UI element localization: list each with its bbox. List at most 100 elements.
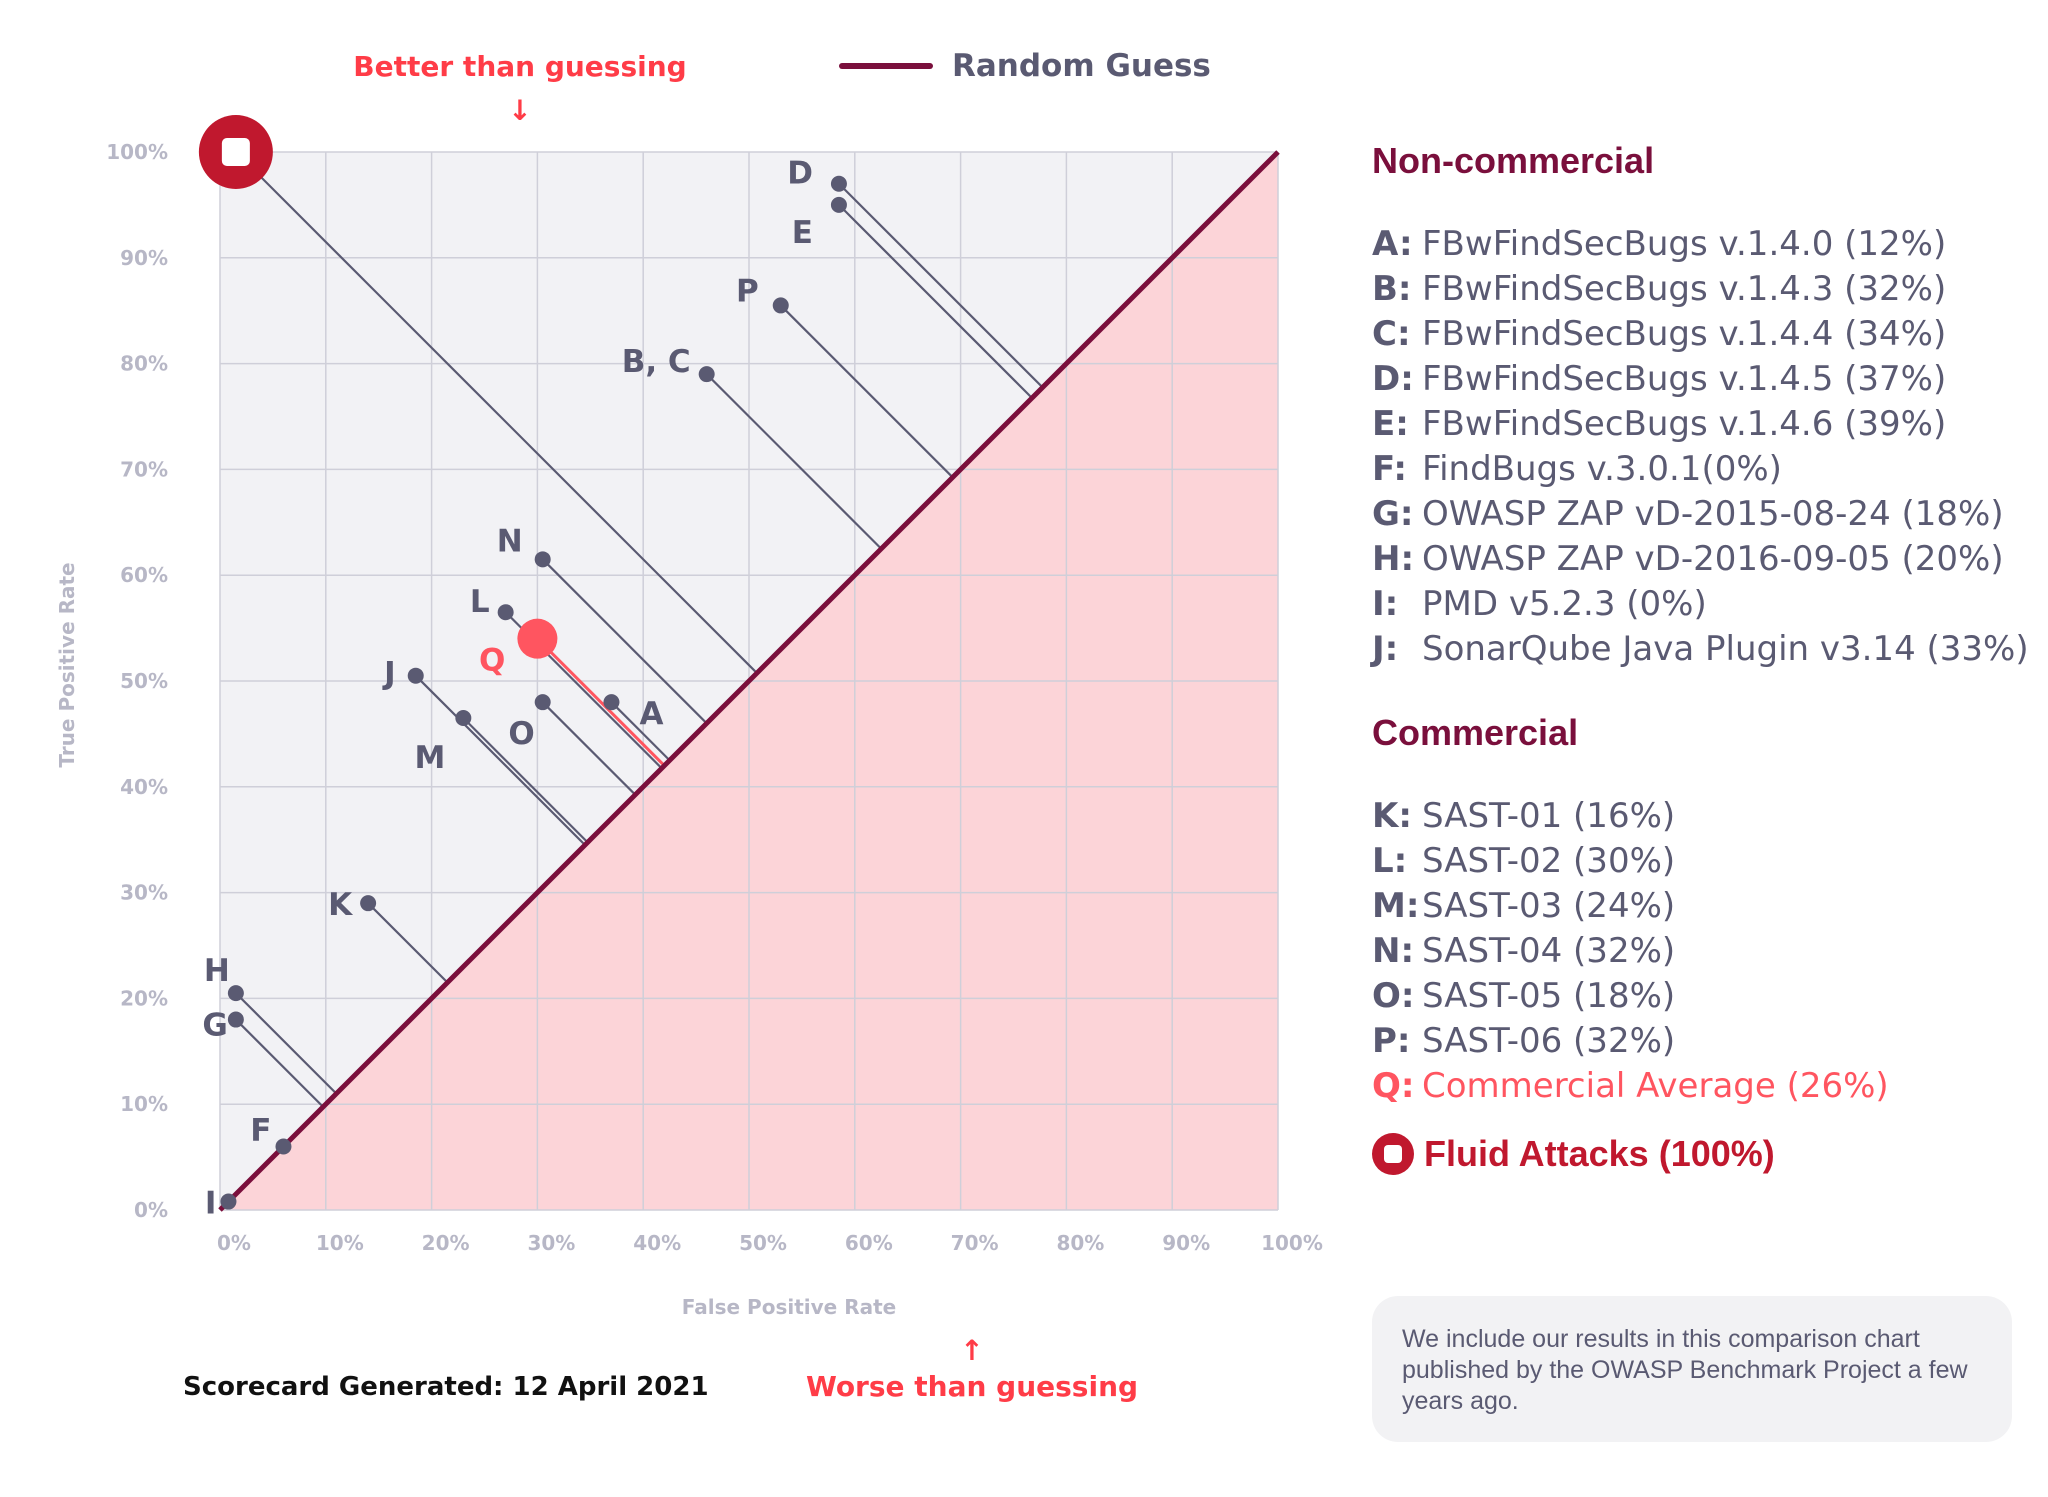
point-label-l: L	[470, 584, 490, 620]
legend-item-text: FBwFindSecBugs v.1.4.3 (32%)	[1422, 269, 1947, 309]
y-tick-label: 40%	[120, 775, 168, 799]
note-box: We include our results in this compariso…	[1372, 1296, 2012, 1442]
point-e	[830, 196, 847, 213]
point-label-n: N	[497, 523, 523, 559]
noncommercial-list: A: FBwFindSecBugs v.1.4.0 (12%) B: FBwFindS…	[1372, 224, 2032, 674]
point-label-o: O	[508, 716, 534, 752]
point-label-p: P	[736, 273, 759, 309]
x-tick-label: 0%	[217, 1231, 251, 1255]
projection-line-d	[838, 182, 1044, 389]
point-label-q: Q	[479, 643, 505, 679]
legend-item-text: SonarQube Java Plugin v3.14 (33%)	[1422, 629, 2029, 669]
legend-item: K: SAST-01 (16%)	[1372, 796, 2032, 841]
fluid-attacks-logo-icon	[221, 138, 250, 166]
data-points: A B, C DE F GH I J K L M N O P Q	[198, 115, 847, 1222]
legend-item-text: SAST-03 (24%)	[1422, 886, 1676, 926]
projection-line-m	[462, 717, 589, 844]
projection-line-g	[235, 1018, 324, 1108]
legend-item: J: SonarQube Java Plugin v3.14 (33%)	[1372, 629, 2032, 674]
legend-item-key: I:	[1372, 584, 1399, 624]
fluid-attacks-label: Fluid Attacks (100%)	[1424, 1133, 1775, 1174]
commercial-list: K: SAST-01 (16%) L: SAST-02 (30%) M: SAST-03 …	[1372, 796, 2032, 1111]
point-label-h: H	[204, 953, 230, 989]
x-tick-label: 30%	[527, 1231, 575, 1255]
legend-item-key: B:	[1372, 269, 1412, 309]
legend-item: G: OWASP ZAP vD-2015-08-24 (18%)	[1372, 494, 2032, 539]
legend-item: H: OWASP ZAP vD-2016-09-05 (20%)	[1372, 539, 2032, 584]
point-g	[227, 1011, 244, 1028]
legend-item: L: SAST-02 (30%)	[1372, 841, 2032, 886]
legend-item: D: FBwFindSecBugs v.1.4.5 (37%)	[1372, 359, 2032, 404]
legend-item-text: SAST-02 (30%)	[1422, 841, 1676, 881]
projection-line-j	[414, 674, 586, 846]
legend-item-key: J:	[1372, 629, 1399, 669]
point-label-k: K	[328, 887, 353, 923]
legend-item-key: L:	[1372, 841, 1408, 881]
point-n	[534, 551, 551, 568]
point-label-m: M	[414, 740, 445, 776]
point-p	[772, 297, 789, 314]
legend-item: Q: Commercial Average (26%)	[1372, 1066, 2032, 1111]
point-f	[275, 1138, 292, 1155]
point-label-a: A	[639, 696, 663, 732]
grid-lines	[219, 151, 1279, 1211]
x-tick-label: 100%	[1261, 1231, 1323, 1255]
point-label-d: D	[787, 156, 813, 192]
fluid-attacks-logo-icon	[1372, 1133, 1414, 1175]
legend-item-text: SAST-04 (32%)	[1422, 931, 1676, 971]
projection-line-p	[779, 304, 954, 479]
legend-item: E: FBwFindSecBugs v.1.4.6 (39%)	[1372, 404, 2032, 449]
legend-item-key: P:	[1372, 1021, 1411, 1061]
down-arrow-icon: ↓	[508, 94, 531, 127]
projection-line-fa	[235, 151, 758, 674]
legend-item-key: K:	[1372, 796, 1412, 836]
point-l	[497, 604, 514, 621]
legend-item-key: N:	[1372, 931, 1415, 971]
legend-item-key: M:	[1372, 886, 1420, 926]
projection-line-e	[838, 204, 1033, 399]
point-o	[534, 694, 551, 711]
point-h	[227, 985, 244, 1002]
y-tick-label: 90%	[120, 246, 168, 270]
legend-item-text: FBwFindSecBugs v.1.4.0 (12%)	[1422, 224, 1947, 264]
legend-item-text: FBwFindSecBugs v.1.4.5 (37%)	[1422, 359, 1947, 399]
x-tick-label: 90%	[1162, 1231, 1210, 1255]
y-tick-label: 100%	[106, 140, 168, 164]
point-label-f: F	[250, 1113, 271, 1149]
legend-item-key: A:	[1372, 224, 1413, 264]
projection-line-n	[541, 558, 708, 725]
random-guess-line	[218, 150, 1280, 1212]
legend-item-text: PMD v5.2.3 (0%)	[1422, 584, 1707, 624]
x-tick-label: 10%	[316, 1231, 364, 1255]
legend-item-text: FBwFindSecBugs v.1.4.6 (39%)	[1422, 404, 1947, 444]
x-tick-label: 50%	[739, 1231, 787, 1255]
scorecard-date: Scorecard Generated: 12 April 2021	[183, 1372, 709, 1402]
legend-item-text: SAST-06 (32%)	[1422, 1021, 1676, 1061]
x-tick-label: 70%	[951, 1231, 999, 1255]
y-tick-label: 50%	[120, 669, 168, 693]
point-label-i: I	[205, 1186, 217, 1222]
axis-ticks: 0% 10% 20% 30% 40% 50% 60% 70% 80% 90% 100% 0% 10% 20…	[106, 140, 1323, 1255]
point-label-bc: B, C	[622, 344, 691, 380]
projection-line-h	[235, 992, 338, 1095]
point-bc	[698, 366, 715, 383]
x-tick-label: 20%	[422, 1231, 470, 1255]
note-text: We include our results in this compariso…	[1402, 1325, 1968, 1415]
legend-item-key: C:	[1372, 314, 1411, 354]
legend-item-text: FBwFindSecBugs v.1.4.4 (34%)	[1422, 314, 1947, 354]
legend-item: M: SAST-03 (24%)	[1372, 886, 2032, 931]
legend-item: I: PMD v5.2.3 (0%)	[1372, 584, 2032, 629]
legend-item-key: O:	[1372, 976, 1415, 1016]
y-tick-label: 70%	[120, 457, 168, 481]
noncommercial-title: Non-commercial	[1372, 140, 1655, 181]
y-tick-label: 20%	[120, 986, 168, 1010]
legend-item-text: OWASP ZAP vD-2015-08-24 (18%)	[1422, 494, 2004, 534]
legend-item-text: Commercial Average (26%)	[1422, 1066, 1889, 1106]
legend-item-text: SAST-01 (16%)	[1422, 796, 1676, 836]
point-k	[360, 895, 377, 912]
legend-item: C: FBwFindSecBugs v.1.4.4 (34%)	[1372, 314, 2032, 359]
y-axis-label: True Positive Rate	[55, 562, 79, 767]
projection-line-a	[610, 701, 671, 762]
point-a	[603, 694, 620, 711]
